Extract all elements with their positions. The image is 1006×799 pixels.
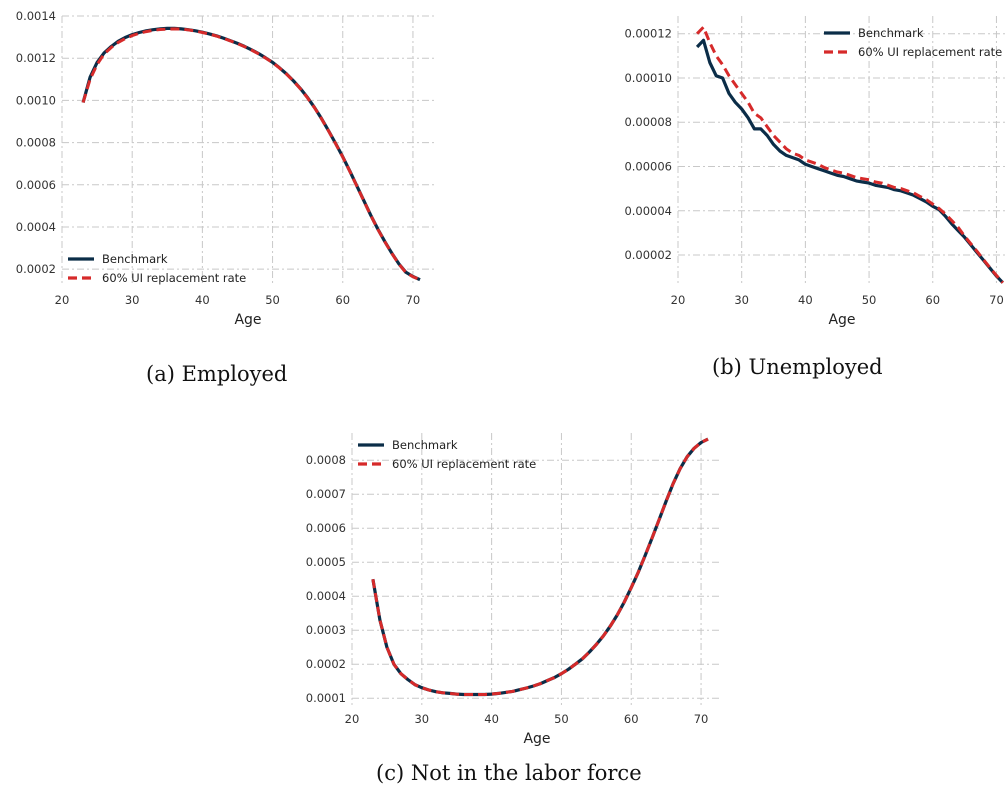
x-tick-label: 20	[345, 712, 360, 726]
x-tick-label: 30	[734, 293, 749, 307]
x-tick-label: 70	[694, 712, 709, 726]
legend-label: 60% UI replacement rate	[392, 457, 536, 471]
x-tick-label: 20	[671, 293, 686, 307]
series-line-ui-60	[371, 437, 709, 696]
legend-label: Benchmark	[392, 438, 458, 452]
x-tick-label: 50	[862, 293, 877, 307]
x-tick-label: 40	[484, 712, 499, 726]
x-tick-label: 70	[989, 293, 1004, 307]
series-line-benchmark	[81, 26, 421, 282]
y-tick-label: 0.0004	[16, 220, 56, 234]
y-tick-label: 0.0008	[16, 136, 56, 150]
x-tick-label: 70	[406, 293, 421, 307]
series-line-ui-60	[81, 27, 421, 282]
legend: Benchmark 60% UI replacement rate	[68, 252, 246, 285]
caption-not-in-labor-force: (c) Not in the labor force	[376, 761, 642, 785]
x-tick-label: 30	[125, 293, 140, 307]
y-tick-label: 0.0003	[306, 623, 346, 637]
y-tick-label: 0.0012	[16, 51, 56, 65]
series-line-benchmark	[695, 38, 1004, 284]
y-tick-label: 0.0006	[16, 178, 56, 192]
legend-label: Benchmark	[102, 252, 168, 266]
y-tick-label: 0.0010	[16, 93, 56, 107]
x-axis-label: Age	[234, 312, 261, 328]
x-tick-label: 60	[624, 712, 639, 726]
x-axis-label: Age	[828, 312, 855, 328]
plot-unemployed: 20 30 40 50 60 70 0.00002 0.00004 0.00006 0.00008…	[624, 16, 1006, 328]
x-tick-label: 30	[414, 712, 429, 726]
y-tick-label: 0.0006	[306, 521, 346, 535]
series-line-benchmark	[371, 437, 709, 697]
y-tick-label: 0.00002	[624, 248, 672, 262]
caption-employed: (a) Employed	[146, 362, 288, 386]
y-tick-label: 0.0014	[16, 9, 56, 23]
x-tick-label: 60	[335, 293, 350, 307]
x-tick-label: 50	[554, 712, 569, 726]
y-tick-label: 0.0002	[306, 657, 346, 671]
y-tick-label: 0.0008	[306, 453, 346, 467]
y-tick-label: 0.00010	[624, 71, 672, 85]
y-tick-label: 0.00006	[624, 159, 672, 173]
plot-nilf: 20 30 40 50 60 70 0.0001 0.0002 0.0003 0.0004 0.00…	[306, 433, 722, 747]
y-tick-label: 0.0005	[306, 555, 346, 569]
x-tick-label: 40	[195, 293, 210, 307]
plot-employed: 20 30 40 50 60 70 0.0002 0.0004 0.0006 0.0008 0.00…	[16, 9, 434, 328]
x-tick-label: 20	[55, 293, 70, 307]
y-tick-label: 0.00008	[624, 115, 672, 129]
y-tick-label: 0.00012	[624, 27, 672, 41]
y-tick-label: 0.00004	[624, 204, 672, 218]
y-tick-label: 0.0007	[306, 487, 346, 501]
x-axis-label: Age	[523, 731, 550, 747]
series-line-ui-60	[696, 25, 1004, 284]
y-tick-label: 0.0001	[306, 691, 346, 705]
y-tick-label: 0.0002	[16, 262, 56, 276]
x-tick-label: 40	[798, 293, 813, 307]
x-tick-label: 50	[265, 293, 280, 307]
legend-label: 60% UI replacement rate	[102, 271, 246, 285]
caption-unemployed: (b) Unemployed	[712, 355, 883, 379]
legend: Benchmark 60% UI replacement rate	[824, 26, 1002, 59]
legend-label: 60% UI replacement rate	[858, 45, 1002, 59]
x-tick-label: 60	[925, 293, 940, 307]
legend-label: Benchmark	[858, 26, 924, 40]
legend: Benchmark 60% UI replacement rate	[358, 438, 536, 471]
y-tick-label: 0.0004	[306, 589, 346, 603]
